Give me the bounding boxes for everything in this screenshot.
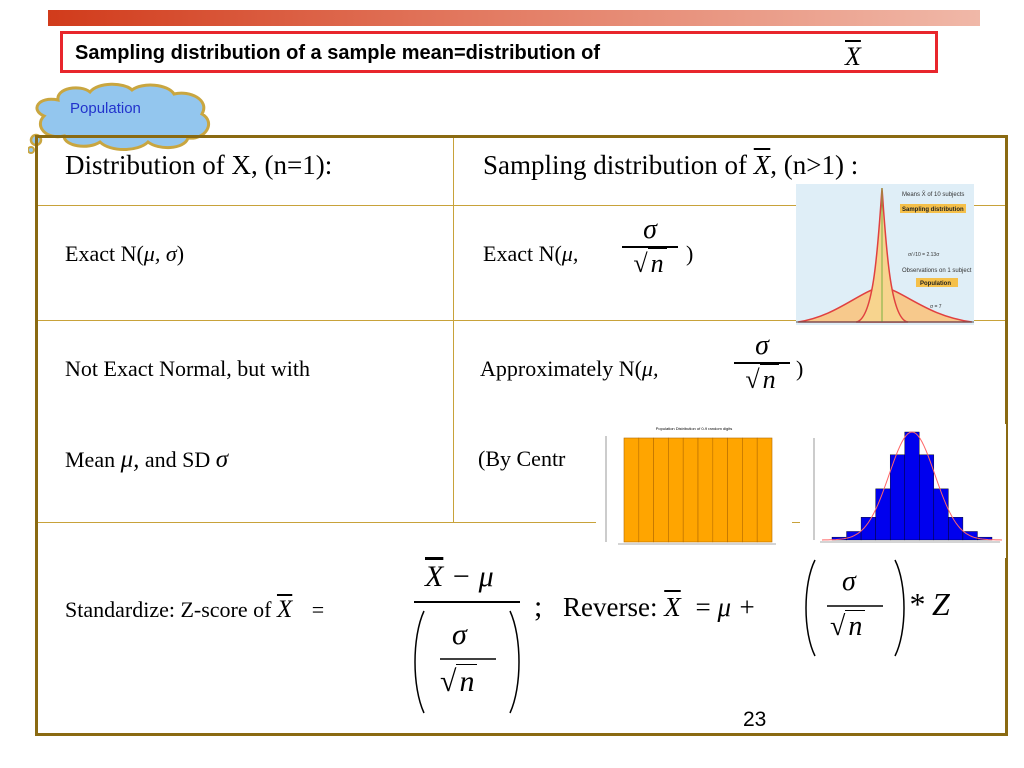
fig-sampling-tag: Sampling distribution: [902, 207, 964, 213]
row1-fraction: σ √ n: [622, 214, 678, 279]
row1-right-prefix: Exact N(: [483, 241, 562, 266]
fig-means-label: Means X̄ of 10 subjects: [902, 191, 964, 198]
reverse-parens: [805, 559, 905, 657]
reverse-label: Reverse: X = μ +: [563, 592, 756, 623]
row2-sqrt-n: √ n: [745, 363, 779, 395]
row2-left-line2: Mean μ, and SD σ: [65, 446, 228, 474]
row2-right-close: ): [796, 356, 804, 381]
normal-bar: [948, 517, 964, 541]
row2-frac-sigma: σ: [755, 330, 769, 361]
row1-right-close: ): [686, 241, 694, 266]
uniform-bar: [697, 437, 714, 543]
row2-sd-label: and SD: [144, 447, 211, 472]
uniform-bar: [638, 437, 654, 543]
page-number: 23: [743, 708, 767, 731]
row-divider-2: [38, 320, 1005, 321]
slide-title-text: Sampling distribution of a sample mean=d…: [75, 42, 601, 64]
row1-left: Exact N(μ, σ): [65, 241, 184, 267]
reverse-equals: =: [695, 592, 711, 622]
col2-header-prefix: Sampling distribution of: [483, 150, 748, 180]
uniform-bar: [727, 437, 743, 543]
sample-mean-histogram: [800, 424, 1006, 558]
row-divider-1: [38, 205, 1005, 206]
normal-bar: [933, 488, 949, 541]
column-divider: [453, 138, 454, 522]
reverse-xbar: X: [664, 592, 681, 622]
normal-bar: [904, 431, 920, 541]
row1-n: n: [647, 247, 667, 279]
row2-left-line1: Not Exact Normal, but with: [65, 356, 311, 381]
reverse-n: n: [845, 610, 866, 643]
numerator-rest: − μ: [443, 560, 494, 593]
fig-sigma-note: σ = 7: [930, 304, 942, 310]
row2-right: Approximately N(μ,: [480, 356, 658, 382]
reverse-text: Reverse:: [563, 592, 658, 622]
uniform-histogram: Population Distribution of 0-9 random di…: [596, 424, 792, 552]
uniform-bar: [668, 437, 684, 543]
fig-population-tag: Population: [920, 281, 951, 287]
row2-mu: μ,: [120, 446, 140, 473]
row2-mean-label: Mean: [65, 447, 116, 472]
formula-semicolon: ;: [534, 590, 543, 623]
denominator-sqrt-n: √ n: [440, 664, 478, 699]
reverse-mu: μ +: [717, 592, 756, 622]
standardize-xbar: X: [276, 596, 293, 623]
title-box: Sampling distribution of a sample mean=d…: [60, 31, 938, 73]
row2-fraction: σ √ n: [734, 330, 790, 395]
col2-header: Sampling distribution of X, (n>1) :: [483, 150, 858, 181]
row2-right-line2: (By Centr: [478, 446, 566, 471]
row1-sqrt-n: √ n: [633, 247, 667, 279]
standardize-equals: =: [311, 597, 325, 622]
uniform-bar: [742, 437, 758, 543]
normal-bar: [889, 454, 905, 541]
fig-formula-note: σ/√10 = 2.13σ: [908, 251, 940, 258]
col2-header-suffix: , (n>1) :: [770, 150, 859, 180]
row1-right-mu: μ,: [561, 241, 579, 266]
uniform-bar: [623, 437, 640, 543]
standardize-lead: Standardize: Z-score of: [65, 597, 272, 622]
numerator-xbar: X: [425, 560, 444, 593]
uniform-bar: [653, 437, 669, 543]
title-accent-bar: [48, 10, 980, 26]
normal-bar: [875, 488, 891, 541]
row2-fraction-bar: [734, 362, 790, 364]
fig-obs-label: Observations on 1 subject: [902, 268, 972, 274]
row1-left-prefix: Exact N(: [65, 241, 144, 266]
row-divider-3: [38, 522, 1005, 523]
uniform-bar: [712, 437, 728, 543]
sampling-distribution-figure: Means X̄ of 10 subjects Sampling distrib…: [796, 184, 974, 325]
row2-right-mu: μ,: [641, 356, 659, 381]
normal-density-curve: [821, 431, 1003, 541]
normal-bar: [919, 454, 935, 541]
row2-sigma: σ: [215, 446, 229, 473]
reverse-sigma: σ: [842, 566, 856, 597]
zscore-fraction-bar: [414, 601, 520, 603]
standardize-label: Standardize: Z-score of X =: [65, 596, 324, 624]
row1-right: Exact N(μ,: [483, 241, 578, 267]
reverse-sqrt-n: √ n: [830, 610, 866, 643]
population-label: Population: [70, 100, 141, 117]
slide-title: Sampling distribution of a sample mean=d…: [75, 42, 861, 71]
title-xbar-symbol: X: [845, 42, 861, 71]
uniform-bars: [623, 437, 773, 543]
row1-left-suffix: ): [176, 241, 185, 266]
denominator-sigma: σ: [452, 618, 467, 651]
reverse-times-z: * Z: [908, 586, 950, 622]
col1-header: Distribution of X, (n=1):: [65, 150, 333, 180]
denominator-n: n: [456, 664, 478, 699]
row1-sigma: σ: [643, 214, 657, 245]
row1-left-args: μ, σ: [143, 241, 177, 266]
row2-right-prefix: Approximately N(: [480, 356, 642, 381]
row2-n: n: [759, 363, 779, 395]
zscore-numerator: X − μ: [425, 560, 494, 594]
uniform-histogram-title: Population Distribution of 0-9 random di…: [656, 426, 733, 431]
col2-header-xbar: X: [753, 150, 771, 180]
uniform-bar: [756, 437, 773, 543]
row1-fraction-bar: [622, 246, 678, 248]
content-table-frame: [35, 135, 1008, 736]
zscore-denominator-parens: [414, 610, 520, 714]
uniform-bar: [682, 437, 699, 543]
